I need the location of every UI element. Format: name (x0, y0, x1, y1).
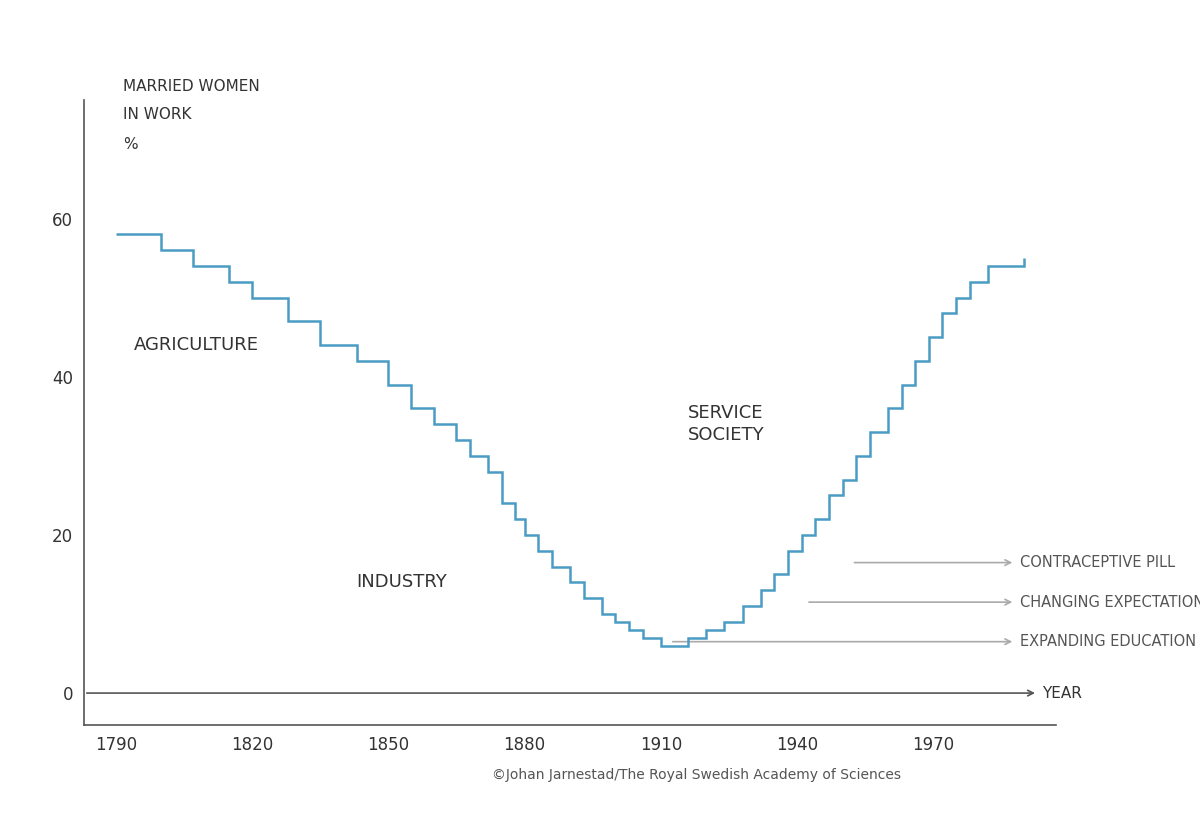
Text: MARRIED WOMEN: MARRIED WOMEN (122, 78, 259, 94)
Text: %: % (122, 137, 138, 152)
Text: CONTRACEPTIVE PILL: CONTRACEPTIVE PILL (1020, 555, 1175, 570)
Text: YEAR: YEAR (1043, 686, 1082, 701)
Text: ©Johan Jarnestad/The Royal Swedish Academy of Sciences: ©Johan Jarnestad/The Royal Swedish Acade… (492, 768, 901, 781)
Text: SERVICE
SOCIETY: SERVICE SOCIETY (688, 404, 764, 444)
Text: AGRICULTURE: AGRICULTURE (134, 336, 259, 354)
Text: IN WORK: IN WORK (122, 107, 191, 122)
Text: CHANGING EXPECTATIONS: CHANGING EXPECTATIONS (1020, 595, 1200, 610)
Text: EXPANDING EDUCATION: EXPANDING EDUCATION (1020, 634, 1195, 649)
Text: INDUSTRY: INDUSTRY (356, 573, 448, 591)
